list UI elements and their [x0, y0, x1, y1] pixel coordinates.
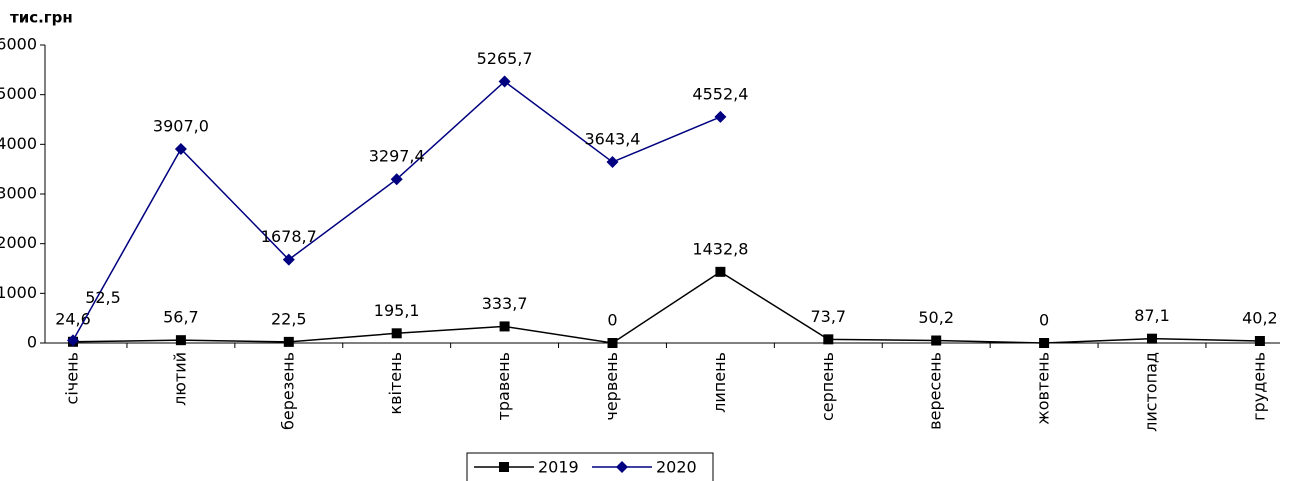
y-tick-label: 5000 [0, 84, 37, 103]
data-label: 4552,4 [692, 84, 748, 103]
data-label: 52,5 [85, 288, 121, 307]
data-label: 22,5 [271, 309, 307, 328]
x-tick-label: травень [494, 352, 513, 420]
data-label: 50,2 [918, 308, 954, 327]
data-label: 5265,7 [477, 49, 533, 68]
point [175, 335, 186, 346]
point [283, 336, 294, 347]
legend-label: 2019 [538, 458, 579, 477]
data-label: 3907,0 [153, 116, 209, 135]
y-tick-label: 4000 [0, 134, 37, 153]
x-tick-label: березень [278, 352, 297, 430]
series-line [72, 270, 1260, 344]
data-label: 1432,8 [692, 239, 748, 258]
point [715, 266, 726, 277]
point [607, 338, 618, 348]
x-tick-label: лютий [170, 352, 189, 406]
data-label: 56,7 [163, 308, 199, 327]
data-label: 87,1 [1134, 306, 1170, 325]
legend-marker [616, 461, 628, 473]
point [1147, 333, 1157, 344]
x-tick-label: листопад [1142, 352, 1161, 432]
point [823, 334, 834, 345]
point [499, 321, 510, 332]
y-tick-label: 2000 [0, 233, 37, 252]
point [1254, 336, 1265, 347]
x-tick-label: серпень [818, 352, 837, 421]
x-tick-label: квітень [386, 352, 405, 415]
point [67, 334, 79, 347]
x-tick-label: січень [63, 352, 82, 404]
data-label: 0 [1039, 311, 1049, 330]
data-label: 3643,4 [585, 130, 641, 149]
point [390, 173, 403, 186]
point [1039, 338, 1050, 348]
x-tick-label: грудень [1249, 352, 1268, 421]
y-tick-label: 1000 [0, 283, 37, 302]
point [714, 110, 727, 123]
point [391, 328, 402, 339]
x-tick-label: жовтень [1034, 352, 1053, 425]
data-label: 3297,4 [369, 147, 425, 166]
data-label: 73,7 [810, 307, 846, 326]
data-label: 40,2 [1242, 309, 1278, 328]
y-tick-label: 0 [27, 333, 37, 352]
y-tick-label: 6000 [0, 35, 37, 54]
y-tick-label: 3000 [0, 184, 37, 203]
data-label: 1678,7 [261, 227, 317, 246]
point [498, 75, 511, 88]
point [282, 253, 295, 266]
x-tick-label: вересень [926, 352, 945, 430]
x-tick-label: червень [602, 352, 621, 421]
point [174, 142, 187, 155]
data-label: 333,7 [482, 294, 528, 313]
x-tick-label: липень [710, 352, 729, 413]
point [931, 335, 942, 346]
legend-marker [499, 462, 509, 472]
point [606, 156, 619, 169]
legend-label: 2020 [656, 458, 697, 477]
y-axis-label: тис.грн [10, 9, 73, 27]
data-label: 195,1 [374, 301, 420, 320]
data-label: 0 [607, 311, 617, 330]
